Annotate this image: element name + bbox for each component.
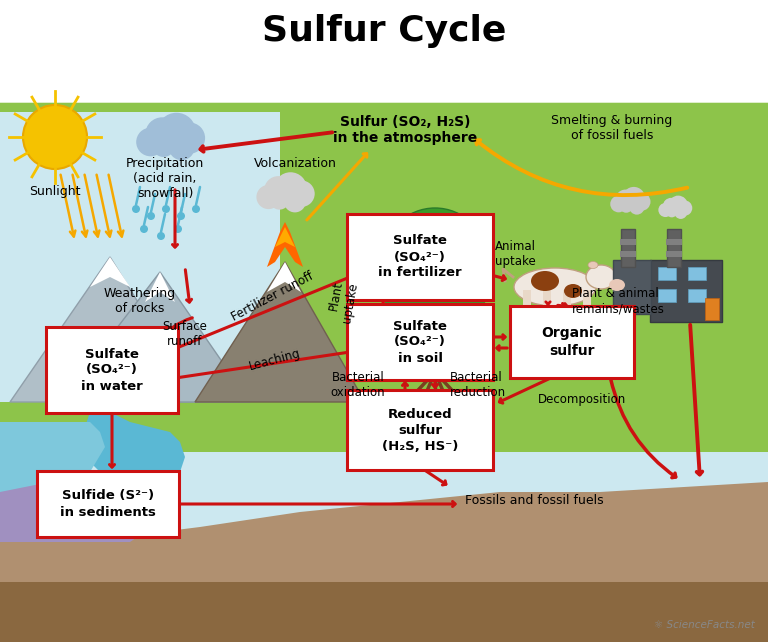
Circle shape [147,212,155,220]
Polygon shape [90,257,130,287]
Text: Sulfide (S²⁻)
in sediments: Sulfide (S²⁻) in sediments [60,489,156,519]
Polygon shape [195,262,365,402]
Text: Sulfur (SO₂, H₂S)
in the atmosphere: Sulfur (SO₂, H₂S) in the atmosphere [333,115,477,145]
Text: Sulfate
(SO₄²⁻)
in soil: Sulfate (SO₄²⁻) in soil [393,320,447,365]
Circle shape [23,105,87,169]
Circle shape [132,205,140,213]
Circle shape [616,189,635,209]
Circle shape [619,199,633,213]
Text: Precipitation
(acid rain,
snowfall): Precipitation (acid rain, snowfall) [126,157,204,200]
Bar [613,260,651,314]
Circle shape [157,113,196,152]
FancyBboxPatch shape [347,214,493,300]
Text: Plant & animal
remains/wastes: Plant & animal remains/wastes [572,287,665,315]
Polygon shape [0,482,145,542]
Circle shape [152,134,175,157]
Polygon shape [0,112,280,452]
Bar [583,290,591,315]
Bar [620,251,636,257]
Circle shape [192,205,200,213]
Circle shape [257,185,280,209]
Circle shape [162,205,170,213]
Text: ⚛ ScienceFacts.net: ⚛ ScienceFacts.net [654,620,755,630]
Ellipse shape [564,284,582,298]
Circle shape [669,196,688,215]
Ellipse shape [531,271,559,291]
Polygon shape [250,103,768,452]
Bar [688,289,706,302]
Bar [667,229,681,267]
Circle shape [674,206,687,219]
Ellipse shape [588,261,598,268]
Circle shape [157,232,165,240]
Bar [658,267,676,280]
Bar [688,267,706,280]
Circle shape [666,206,677,218]
Bar [705,298,719,320]
Polygon shape [80,402,185,532]
Circle shape [611,196,627,213]
Circle shape [288,180,315,207]
Circle shape [270,190,290,210]
Polygon shape [0,103,768,452]
Text: Surface
runoff: Surface runoff [163,320,207,348]
Polygon shape [60,272,250,402]
Text: Sunlight: Sunlight [29,185,81,198]
Text: Bacterial
reduction: Bacterial reduction [450,371,506,399]
Circle shape [177,212,185,220]
FancyBboxPatch shape [347,390,493,470]
FancyBboxPatch shape [347,304,493,380]
FancyBboxPatch shape [510,306,634,378]
Circle shape [145,117,179,151]
Bar [666,251,682,257]
Ellipse shape [586,265,616,289]
FancyBboxPatch shape [46,327,178,413]
Text: Sulfur Cycle: Sulfur Cycle [262,14,506,48]
Bar [523,290,531,315]
Text: Fertilizer runoff: Fertilizer runoff [229,270,315,324]
Circle shape [169,134,195,160]
Bar [650,260,722,322]
Circle shape [663,198,680,214]
Text: Bacterial
oxidation: Bacterial oxidation [330,371,385,399]
Text: Decomposition: Decomposition [538,394,626,406]
Text: Weathering
of rocks: Weathering of rocks [104,287,176,315]
Circle shape [264,176,293,205]
Circle shape [174,225,182,233]
Bar [543,290,551,315]
Polygon shape [267,222,303,267]
Circle shape [677,200,692,216]
Bar [658,289,676,302]
Polygon shape [0,0,768,112]
Bar [666,239,682,245]
Polygon shape [0,482,768,642]
Circle shape [421,244,493,316]
Text: Smelting & burning
of fossil fuels: Smelting & burning of fossil fuels [551,114,673,142]
FancyBboxPatch shape [37,471,179,537]
Text: Volcanization: Volcanization [253,157,336,170]
Circle shape [658,203,673,217]
Bar [563,290,571,315]
Text: Animal
uptake: Animal uptake [495,240,536,268]
Polygon shape [275,227,295,247]
Polygon shape [145,272,175,302]
Text: Sulfate
(SO₄²⁻)
in water: Sulfate (SO₄²⁻) in water [81,347,143,392]
Text: Organic
sulfur: Organic sulfur [541,326,602,358]
Circle shape [284,191,306,213]
Text: Plant
uptake: Plant uptake [326,279,360,324]
Text: Sulfate
(SO₄²⁻)
in fertilizer: Sulfate (SO₄²⁻) in fertilizer [378,234,462,279]
Circle shape [622,187,645,210]
Ellipse shape [609,279,625,291]
Circle shape [383,208,487,312]
Circle shape [632,193,650,211]
Circle shape [274,172,307,205]
Circle shape [629,200,644,214]
Polygon shape [0,422,105,542]
Circle shape [174,123,205,153]
Circle shape [377,244,449,316]
Ellipse shape [514,268,596,306]
Bar [425,287,445,372]
Polygon shape [0,582,768,642]
Polygon shape [10,257,200,402]
